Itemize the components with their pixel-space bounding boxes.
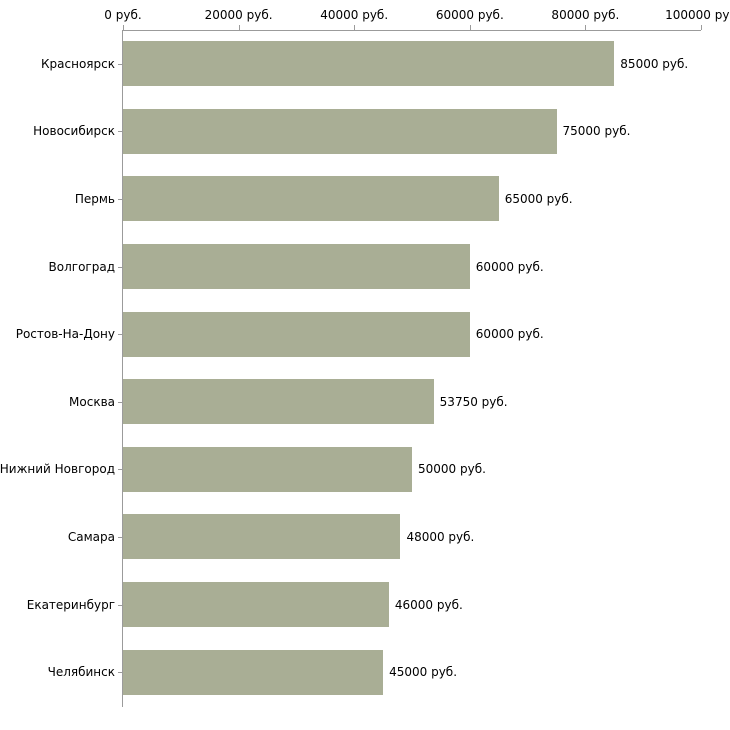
x-axis-tick-label: 60000 руб. — [435, 8, 504, 22]
bar — [123, 311, 470, 357]
bar-row: Пермь 65000 руб. — [75, 165, 701, 233]
category-label: Красноярск — [41, 56, 115, 71]
y-axis-tick-mark — [118, 604, 123, 606]
value-label: 46000 руб. — [394, 597, 463, 612]
value-label: 53750 руб. — [439, 394, 508, 409]
x-axis-tick-label: 0 руб. — [104, 8, 142, 22]
y-axis-tick-mark — [118, 63, 123, 65]
category-label: Ростов-На-Дону — [15, 327, 115, 342]
value-label: 45000 руб. — [389, 665, 458, 680]
plot-area: 0 руб. 20000 руб. 40000 руб. 60000 руб. 8000… — [0, 8, 730, 706]
y-axis-tick-mark — [118, 672, 123, 674]
bar-row: Москва 53750 руб. — [69, 368, 701, 436]
category-label: Новосибирск — [33, 124, 115, 139]
bar — [123, 582, 389, 628]
y-axis-tick-mark — [118, 334, 123, 336]
y-axis-tick-mark — [118, 469, 123, 471]
x-axis-tick-label: 40000 руб. — [320, 8, 389, 22]
bar-row: Екатеринбург 46000 руб. — [27, 571, 701, 639]
category-label: Пермь — [74, 191, 115, 206]
x-axis-tick-mark — [701, 25, 702, 30]
bar — [123, 108, 557, 154]
bar — [123, 176, 499, 222]
y-axis-tick-mark — [118, 131, 123, 133]
bar-row: Челябинск 45000 руб. — [48, 638, 701, 706]
bar — [123, 649, 384, 695]
category-label: Москва — [69, 394, 115, 409]
bar-row: Нижний Новгород 50000 руб. — [0, 436, 701, 504]
category-label: Самара — [67, 529, 115, 544]
x-axis-tick-label: 80000 руб. — [551, 8, 620, 22]
bar — [123, 514, 401, 560]
bar-row: Самара 48000 руб. — [68, 503, 701, 571]
bar-rows: Красноярск 85000 руб. Новосибирск 75000 руб… — [0, 30, 701, 706]
x-axis-tick-label: 100000 руб — [665, 8, 730, 22]
y-axis-tick-mark — [118, 401, 123, 403]
bar-row: Ростов-На-Дону 60000 руб. — [16, 300, 701, 368]
value-label: 65000 руб. — [504, 191, 573, 206]
bar — [123, 41, 615, 87]
value-label: 75000 руб. — [562, 124, 631, 139]
x-axis-tick-mark — [354, 25, 356, 30]
category-label: Екатеринбург — [26, 597, 115, 612]
value-label: 60000 руб. — [475, 259, 544, 274]
bar-row: Новосибирск 75000 руб. — [33, 98, 701, 166]
bar — [123, 446, 412, 492]
y-axis-tick-mark — [118, 266, 123, 268]
y-axis-tick-mark — [118, 536, 123, 538]
value-label: 48000 руб. — [406, 529, 475, 544]
value-label: 50000 руб. — [418, 462, 486, 477]
category-label: Нижний Новгород — [0, 462, 115, 477]
category-label: Челябинск — [47, 665, 115, 680]
x-axis-line — [122, 30, 701, 31]
x-axis-tick-mark — [469, 25, 471, 30]
bar-row: Красноярск 85000 руб. — [41, 30, 701, 98]
x-axis-tick-mark — [585, 25, 587, 30]
category-label: Волгоград — [48, 259, 115, 274]
x-axis-tick-mark — [238, 25, 240, 30]
bar — [123, 379, 434, 425]
bar — [123, 244, 470, 290]
y-axis-tick-mark — [118, 198, 123, 200]
value-label: 60000 руб. — [475, 327, 544, 342]
value-label: 85000 руб. — [620, 56, 689, 71]
y-axis-line — [122, 30, 123, 707]
bar-row: Волгоград 60000 руб. — [49, 233, 701, 301]
x-axis-tick-label: 20000 руб. — [204, 8, 273, 22]
x-axis-tick-mark — [123, 25, 124, 30]
